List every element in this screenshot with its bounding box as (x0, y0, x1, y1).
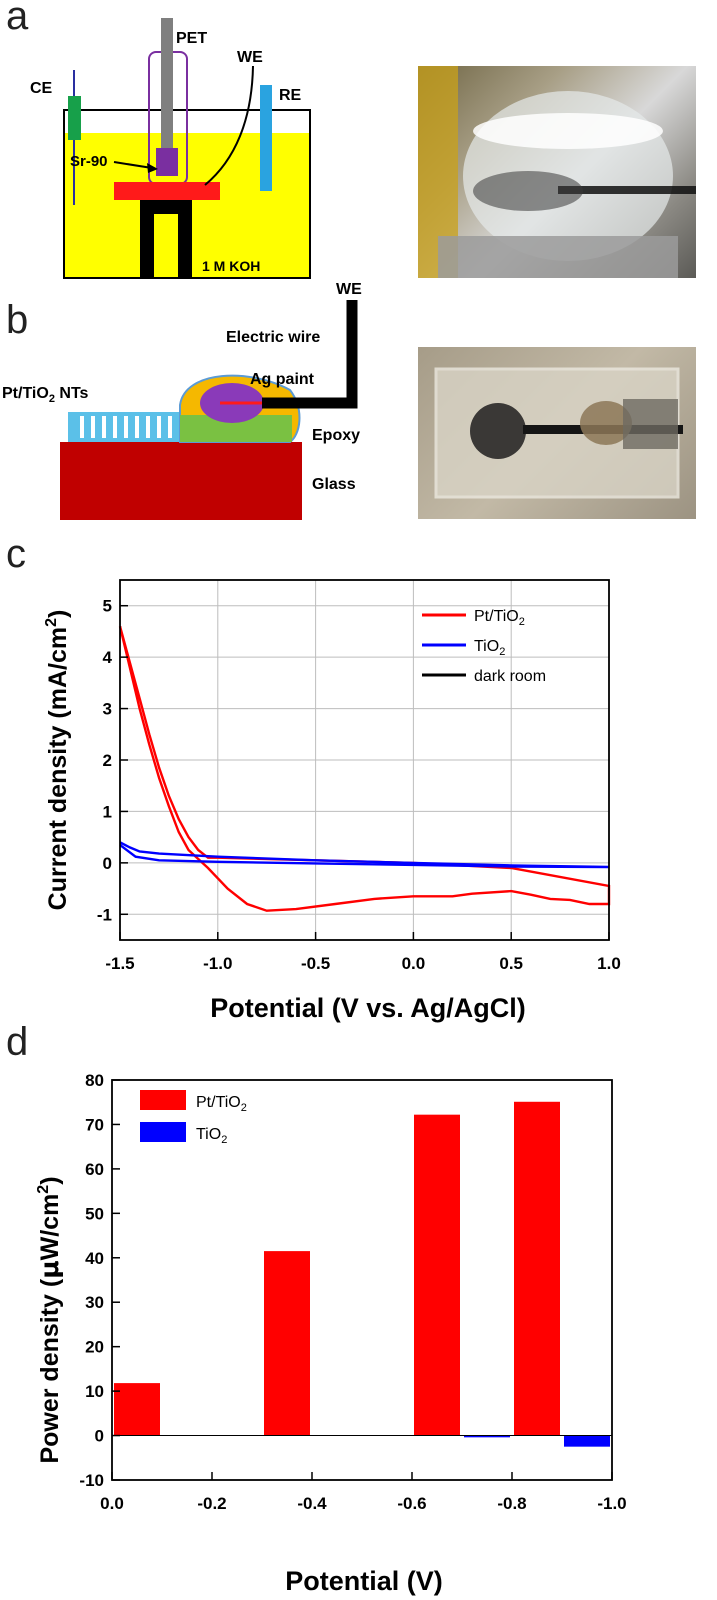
chart-d-ytick-label: 20 (85, 1338, 104, 1357)
chart-c-xtick-label: -0.5 (301, 954, 330, 973)
panel-label-d: d (6, 1020, 29, 1064)
beaker-photo-icon (418, 66, 696, 278)
chart-c-xtick-label: 0.0 (402, 954, 426, 973)
chart-d-xtick-label: -1.0 (597, 1494, 626, 1513)
chart-c-xlabel: Potential (V vs. Ag/AgCl) (210, 993, 526, 1023)
electrode-diagram: WE Electric wire Ag paint Pt/TiO2 NTs Ep… (2, 281, 362, 520)
chart-d-ytick-label: 10 (85, 1382, 104, 1401)
power-density-chart: 0.0 -0.2 -0.4 -0.6 -0.8 -1.0 -10 0 10 20 30 40 50 60 7… (35, 1071, 627, 1596)
chart-c-xtick-label: -1.5 (105, 954, 134, 973)
label-electric-wire: Electric wire (226, 329, 320, 346)
chart-c-ytick-label: 5 (103, 597, 112, 616)
chart-c-ytick-label: 3 (103, 700, 112, 719)
chart-d-bar (264, 1251, 310, 1436)
chart-d-legend-label: TiO2 (196, 1126, 227, 1146)
label-koh: 1 M KOH (202, 258, 260, 274)
chart-d-bar (414, 1114, 460, 1436)
chart-c-ytick-label: -1 (97, 905, 112, 924)
label-sr90: Sr-90 (70, 153, 108, 170)
nanotube-array (80, 416, 172, 438)
we-wire (204, 65, 254, 186)
chart-c-series-line (119, 841, 610, 869)
panel-label-b: b (6, 298, 29, 342)
chart-d-legend-label: Pt/TiO2 (196, 1094, 247, 1114)
chart-d-ytick-label: 40 (85, 1249, 104, 1268)
chart-c-ticks: -1.5 -1.0 -0.5 0.0 0.5 1.0 -1 0 1 2 3 4 5 (97, 597, 621, 973)
chart-c-legend-label: Pt/TiO2 (474, 608, 525, 628)
panel-label-a: a (6, 0, 29, 38)
chart-c-xtick-label: -1.0 (203, 954, 232, 973)
chart-c-grid (119, 580, 610, 940)
chart-d-xtick-label: -0.2 (197, 1494, 226, 1513)
stage-top-bar (140, 200, 192, 214)
label-re: RE (279, 87, 302, 104)
chart-c-ytick-label: 0 (103, 854, 112, 873)
chart-d-bar (514, 1101, 560, 1436)
chart-d-ytick-label: -10 (79, 1471, 104, 1490)
sr90-arrowhead (147, 163, 158, 173)
pet-rod (161, 18, 173, 158)
chart-d-legend-swatch (140, 1090, 186, 1110)
photo-electrode (418, 347, 696, 519)
chart-c-ylabel: Current density (mA/cm2) (43, 610, 72, 911)
chart-d-bar (564, 1435, 610, 1447)
ce-electrode (68, 96, 81, 140)
chart-d-ytick-label: 80 (85, 1071, 104, 1090)
chart-d-legend-swatch (140, 1122, 186, 1142)
chart-c-series-line (118, 625, 611, 912)
electric-wire (262, 300, 358, 409)
chart-c-xtick-label: 0.5 (499, 954, 523, 973)
current-density-chart: -1.5 -1.0 -0.5 0.0 0.5 1.0 -1 0 1 2 3 4 5 Pt/TiO2 TiO… (43, 579, 621, 1023)
chart-d-xtick-label: -0.4 (297, 1494, 327, 1513)
sr90-arrow (113, 161, 153, 169)
chart-d-legend: Pt/TiO2 TiO2 (140, 1090, 247, 1146)
label-epoxy: Epoxy (312, 427, 360, 444)
chart-d-ylabel: Power density (μW/cm2) (35, 1176, 64, 1463)
chart-d-xlabel: Potential (V) (285, 1566, 443, 1596)
chart-d-ytick-label: 50 (85, 1204, 104, 1223)
chart-d-ytick-label: 60 (85, 1160, 104, 1179)
chart-d-ytick-label: 30 (85, 1293, 104, 1312)
stage-leg-left (140, 200, 154, 278)
chart-d-bar (464, 1435, 510, 1438)
chart-c-ytick-label: 1 (103, 802, 112, 821)
label-pet: PET (176, 30, 207, 47)
sample-stage (114, 182, 220, 200)
panel-label-c: c (6, 532, 26, 576)
chart-c-legend-label: dark room (474, 668, 546, 685)
label-nts: Pt/TiO2 NTs (2, 385, 89, 405)
cell-diagram: PET WE CE RE Sr-90 1 M KOH (30, 18, 311, 279)
chart-d-bars (114, 1101, 610, 1447)
chart-c-legend: Pt/TiO2 TiO2 dark room (422, 608, 546, 685)
re-electrode (260, 85, 272, 191)
chart-d-ticks: 0.0 -0.2 -0.4 -0.6 -0.8 -1.0 -10 0 10 20 30 40 50 60 7… (79, 1071, 626, 1513)
label-we-b: WE (336, 281, 362, 298)
chart-d-bar (114, 1383, 160, 1436)
chart-d-frame (111, 1079, 613, 1481)
chart-d-xtick-label: -0.6 (397, 1494, 426, 1513)
electrode-photo-icon (434, 367, 683, 499)
label-we-a: WE (237, 49, 263, 66)
label-ce: CE (30, 80, 53, 97)
chart-c-series (118, 625, 611, 912)
chart-c-legend-label: TiO2 (474, 638, 505, 658)
label-ag-paint: Ag paint (250, 371, 315, 388)
chart-d-xtick-label: -0.8 (497, 1494, 526, 1513)
label-glass: Glass (312, 476, 356, 493)
glass-substrate (60, 442, 302, 520)
chart-d-ytick-label: 70 (85, 1115, 104, 1134)
chart-c-ytick-label: 2 (103, 751, 112, 770)
chart-c-xtick-label: 1.0 (597, 954, 621, 973)
chart-d-ytick-label: 0 (95, 1427, 104, 1446)
sr90-source (156, 148, 178, 176)
stage-leg-right (178, 200, 192, 278)
chart-c-ytick-label: 4 (103, 648, 113, 667)
chart-d-xtick-label: 0.0 (100, 1494, 124, 1513)
photo-beaker (418, 66, 696, 278)
